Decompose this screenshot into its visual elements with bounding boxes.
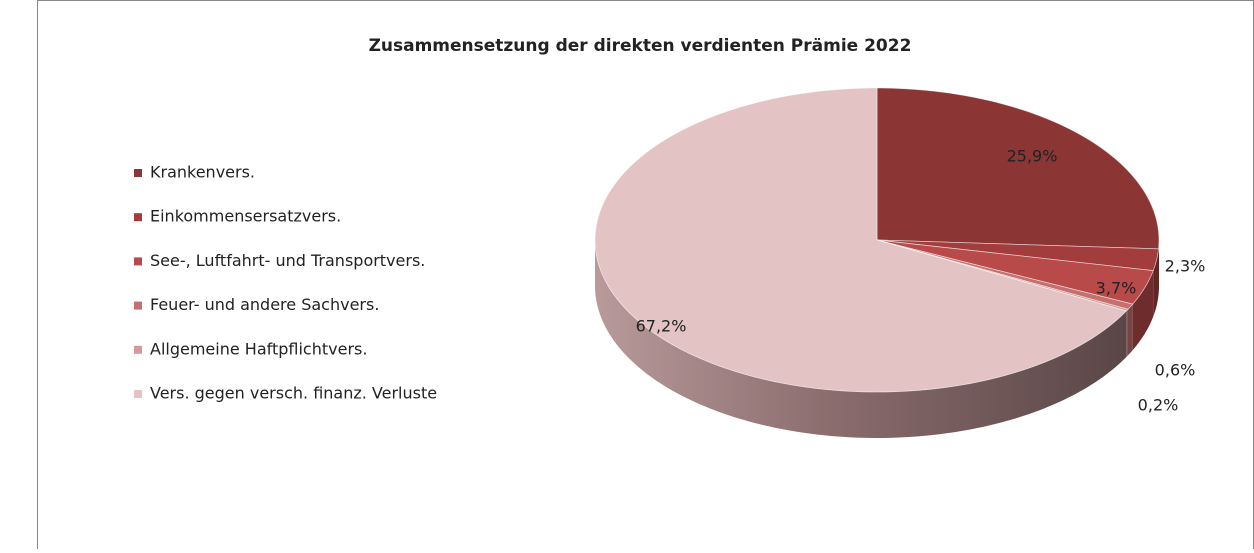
legend-swatch (134, 257, 142, 265)
legend-swatch (134, 169, 142, 177)
slice-side (1126, 309, 1128, 357)
legend-label: Allgemeine Haftpflichtvers. (150, 339, 367, 358)
data-label: 0,6% (1155, 361, 1196, 380)
slice-side (1128, 304, 1133, 355)
legend-swatch (134, 213, 142, 221)
legend-label: Feuer- und andere Sachvers. (150, 295, 379, 314)
data-label: 0,2% (1138, 396, 1179, 415)
data-label: 2,3% (1165, 257, 1206, 276)
data-label: 3,7% (1096, 279, 1137, 298)
data-label: 25,9% (1007, 147, 1058, 166)
legend-swatch (134, 346, 142, 354)
legend-label: Vers. gegen versch. finanz. Verluste (150, 384, 437, 403)
legend-swatch (134, 390, 142, 398)
legend-label: Einkommensersatzvers. (150, 207, 341, 226)
data-label: 67,2% (636, 317, 687, 336)
legend-swatch (134, 302, 142, 310)
chart-title: Zusammensetzung der direkten verdienten … (369, 36, 912, 56)
legend-label: See-, Luftfahrt- und Transportvers. (150, 251, 425, 270)
legend-label: Krankenvers. (150, 163, 255, 182)
